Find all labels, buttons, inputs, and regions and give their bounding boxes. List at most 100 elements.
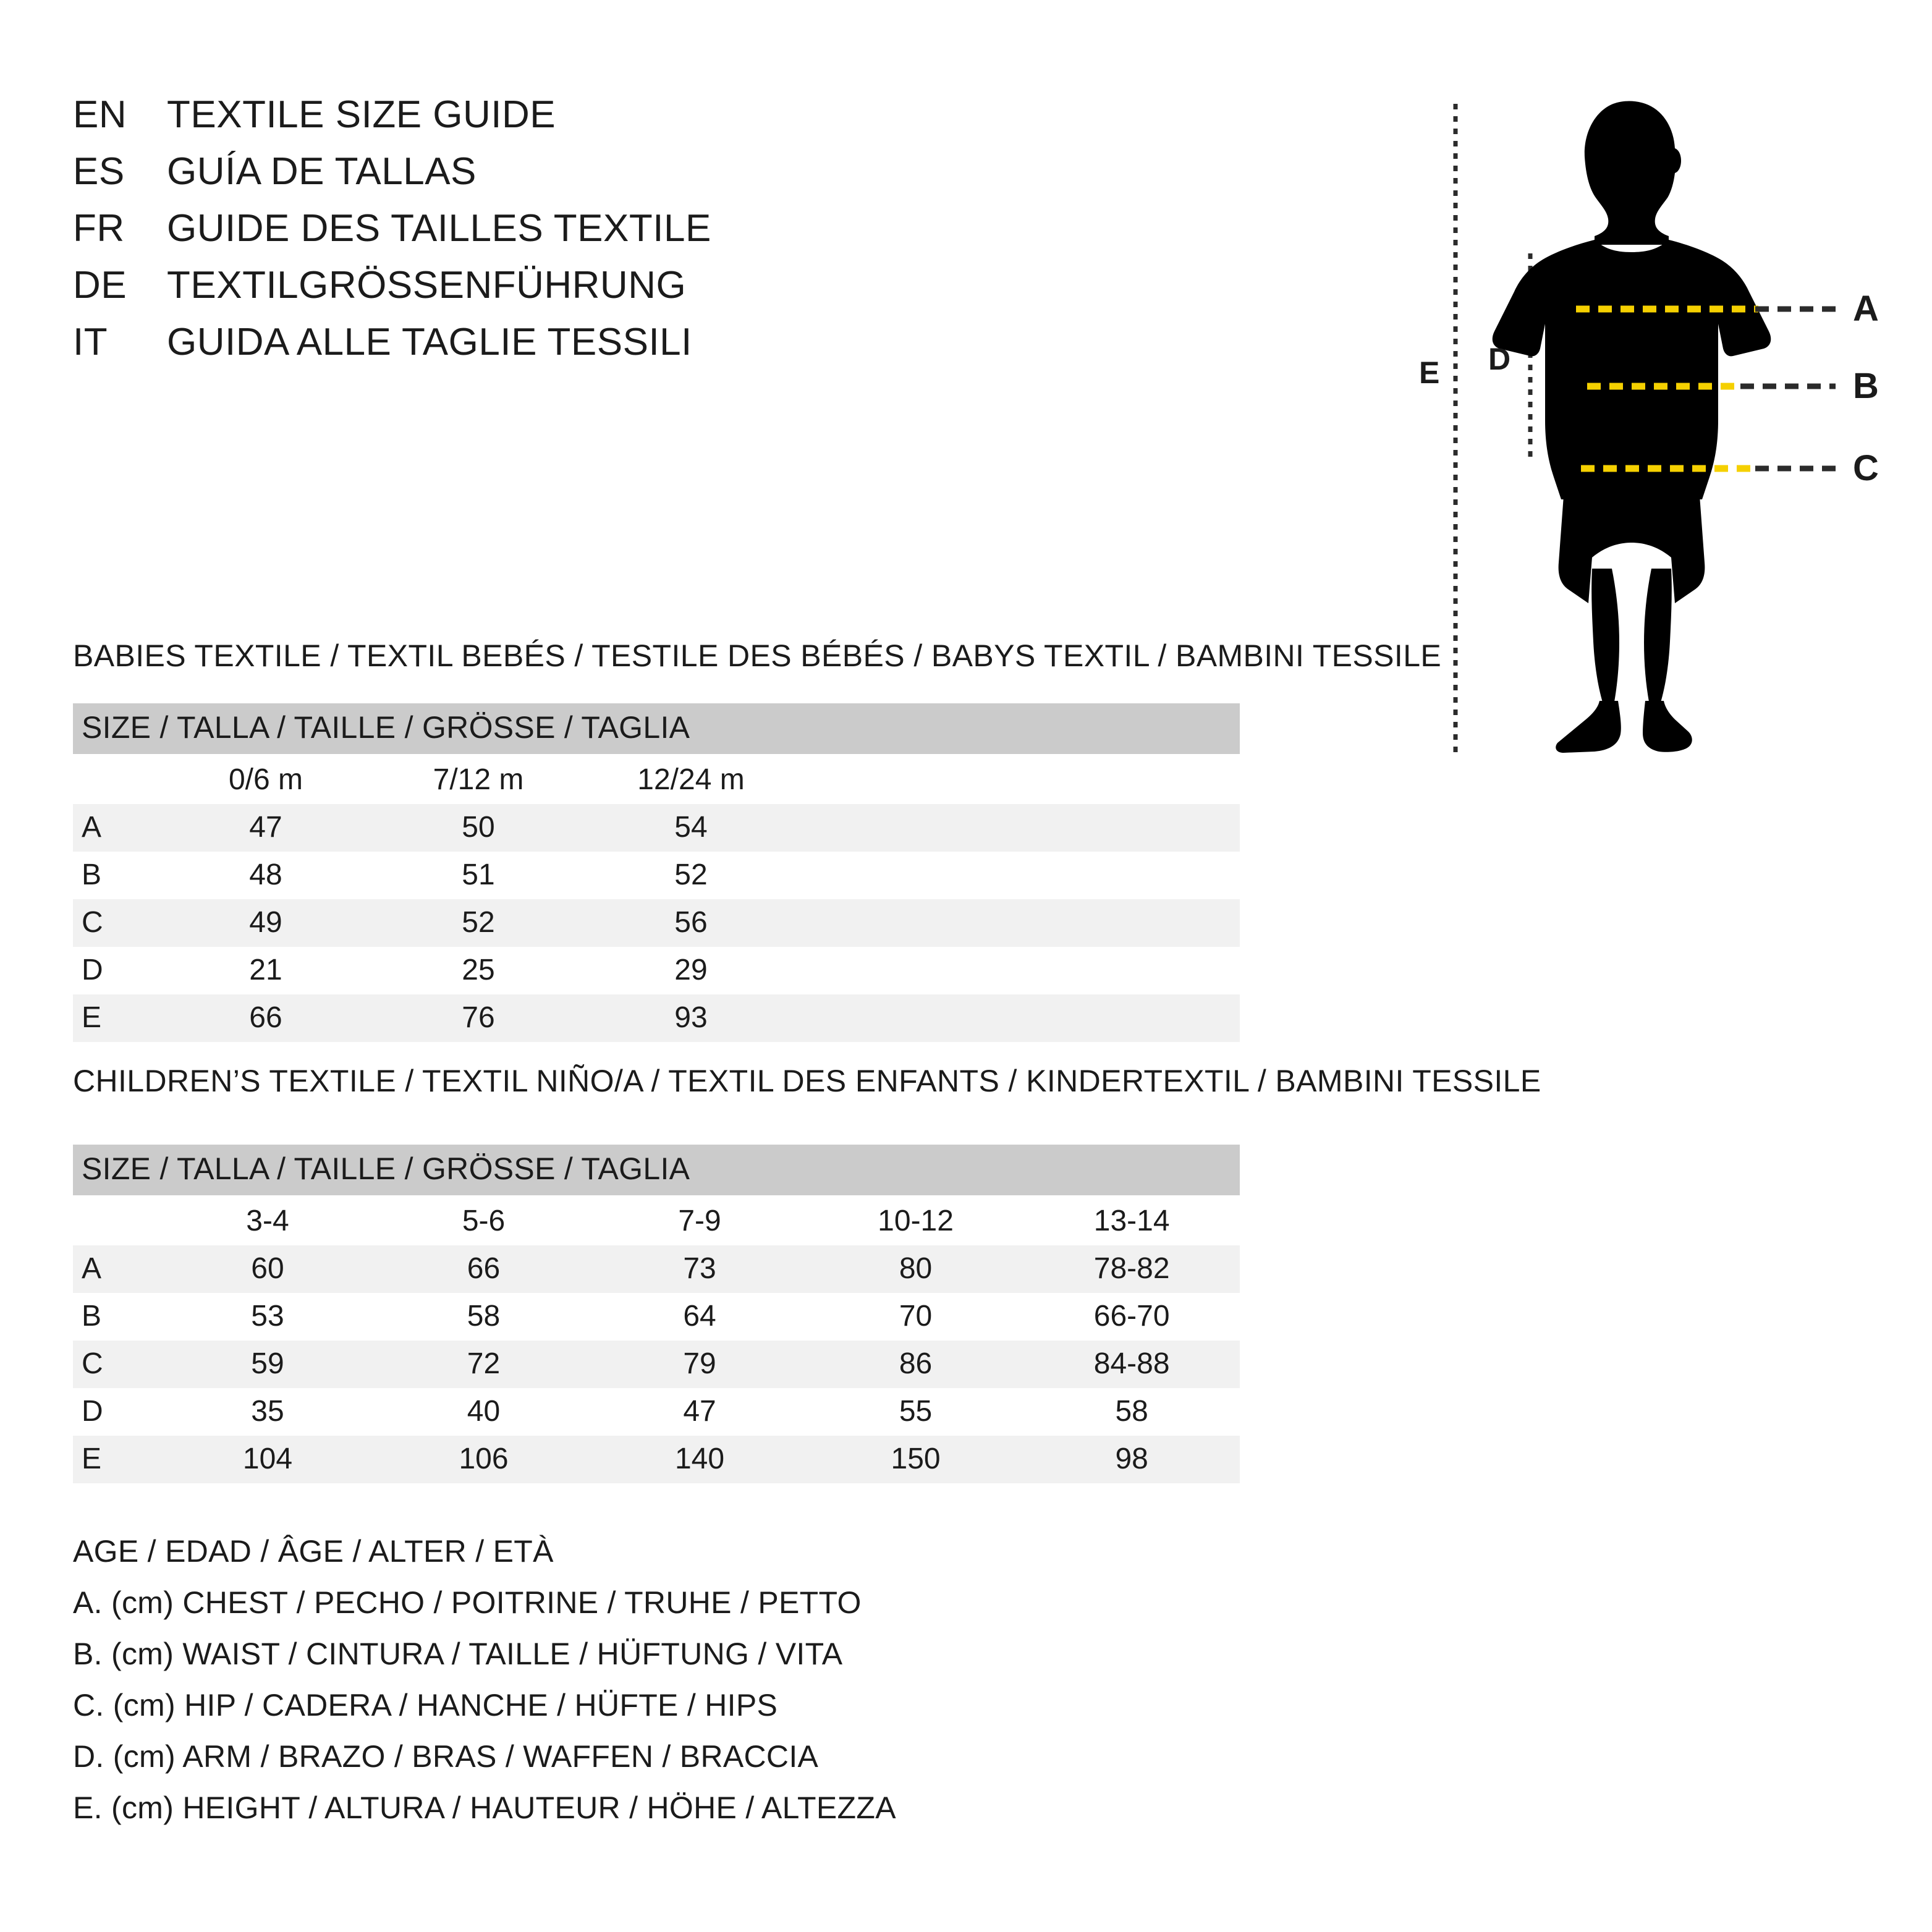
babies-row-label: D bbox=[73, 947, 159, 994]
babies-size-table: SIZE / TALLA / TAILLE / GRÖSSE / TAGLIA … bbox=[73, 703, 1240, 1042]
measurement-figure: A B C D E bbox=[1409, 74, 1904, 773]
babies-cell: 47 bbox=[159, 804, 372, 852]
figure-label-d: D bbox=[1488, 342, 1510, 376]
table-row: C 59 72 79 86 84-88 bbox=[73, 1341, 1240, 1388]
children-size-table: SIZE / TALLA / TAILLE / GRÖSSE / TAGLIA … bbox=[73, 1145, 1240, 1483]
children-cell: 104 bbox=[159, 1436, 376, 1483]
children-cell: 73 bbox=[591, 1245, 808, 1293]
children-row-label: E bbox=[73, 1436, 160, 1483]
babies-colhead-pad bbox=[797, 754, 1240, 804]
children-column-header: 3-4 bbox=[159, 1195, 376, 1245]
babies-band-header-text: SIZE / TALLA / TAILLE / GRÖSSE / TAGLIA bbox=[73, 703, 1240, 754]
table-row: B 53 58 64 70 66-70 bbox=[73, 1293, 1240, 1341]
children-cell: 80 bbox=[807, 1245, 1024, 1293]
children-cell: 47 bbox=[591, 1388, 808, 1436]
babies-cell: 29 bbox=[585, 947, 797, 994]
children-colhead-corner bbox=[73, 1195, 160, 1245]
children-section-title: CHILDREN’S TEXTILE / TEXTIL NIÑO/A / TEX… bbox=[73, 1064, 1541, 1098]
babies-cell: 66 bbox=[159, 994, 372, 1042]
children-column-header: 10-12 bbox=[807, 1195, 1024, 1245]
children-column-header: 13-14 bbox=[1023, 1195, 1240, 1245]
figure-label-a: A bbox=[1853, 289, 1879, 329]
language-title-de: TEXTILGRÖSSENFÜHRUNG bbox=[167, 264, 687, 307]
table-row: C 49 52 56 bbox=[73, 899, 1240, 947]
babies-cell: 52 bbox=[585, 852, 797, 899]
babies-cell-pad bbox=[797, 852, 1240, 899]
children-cell: 140 bbox=[591, 1436, 808, 1483]
children-cell: 53 bbox=[159, 1293, 376, 1341]
children-row-label: C bbox=[73, 1341, 160, 1388]
language-title-fr: GUIDE DES TAILLES TEXTILE bbox=[167, 207, 711, 250]
babies-cell: 25 bbox=[372, 947, 585, 994]
table-row: A 60 66 73 80 78-82 bbox=[73, 1245, 1240, 1293]
language-row-en: EN TEXTILE SIZE GUIDE bbox=[73, 93, 1340, 150]
language-row-fr: FR GUIDE DES TAILLES TEXTILE bbox=[73, 206, 1340, 263]
language-row-es: ES GUÍA DE TALLAS bbox=[73, 150, 1340, 206]
babies-row-label: B bbox=[73, 852, 159, 899]
babies-cell: 52 bbox=[372, 899, 585, 947]
legend-entry-e: E. (cm) HEIGHT / ALTURA / HAUTEUR / HÖHE… bbox=[73, 1790, 896, 1825]
children-cell: 64 bbox=[591, 1293, 808, 1341]
children-row-label: B bbox=[73, 1293, 160, 1341]
babies-table-band-header: SIZE / TALLA / TAILLE / GRÖSSE / TAGLIA bbox=[73, 703, 1240, 754]
babies-row-label: C bbox=[73, 899, 159, 947]
children-band-header-text: SIZE / TALLA / TAILLE / GRÖSSE / TAGLIA bbox=[73, 1145, 1240, 1195]
children-cell: 55 bbox=[807, 1388, 1024, 1436]
children-cell: 79 bbox=[591, 1341, 808, 1388]
children-cell: 58 bbox=[375, 1293, 592, 1341]
legend-entry-d: D. (cm) ARM / BRAZO / BRAS / WAFFEN / BR… bbox=[73, 1739, 819, 1774]
children-cell: 106 bbox=[375, 1436, 592, 1483]
children-cell: 60 bbox=[159, 1245, 376, 1293]
language-title-it: GUIDA ALLE TAGLIE TESSILI bbox=[167, 321, 692, 363]
children-row-label: A bbox=[73, 1245, 160, 1293]
babies-column-header: 12/24 m bbox=[585, 754, 797, 804]
babies-section-title: BABIES TEXTILE / TEXTIL BEBÉS / TESTILE … bbox=[73, 638, 1442, 673]
children-cell: 35 bbox=[159, 1388, 376, 1436]
babies-colhead-corner bbox=[73, 754, 159, 804]
babies-cell: 50 bbox=[372, 804, 585, 852]
babies-cell: 51 bbox=[372, 852, 585, 899]
babies-cell: 54 bbox=[585, 804, 797, 852]
language-code-de: DE bbox=[73, 264, 127, 307]
language-code-fr: FR bbox=[73, 207, 125, 250]
language-title-es: GUÍA DE TALLAS bbox=[167, 150, 477, 193]
babies-row-label: E bbox=[73, 994, 159, 1042]
language-title-en: TEXTILE SIZE GUIDE bbox=[167, 93, 556, 136]
children-cell: 70 bbox=[807, 1293, 1024, 1341]
babies-cell: 49 bbox=[159, 899, 372, 947]
measurement-legend: AGE / EDAD / ÂGE / ALTER / ETÀ A. (cm) C… bbox=[73, 1525, 1371, 1833]
children-column-header: 7-9 bbox=[591, 1195, 808, 1245]
legend-entry-b: B. (cm) WAIST / CINTURA / TAILLE / HÜFTU… bbox=[73, 1636, 843, 1671]
figure-label-b: B bbox=[1853, 366, 1879, 406]
language-code-es: ES bbox=[73, 150, 125, 193]
children-cell: 86 bbox=[807, 1341, 1024, 1388]
legend-heading: AGE / EDAD / ÂGE / ALTER / ETÀ bbox=[73, 1533, 554, 1569]
child-silhouette-icon bbox=[1492, 101, 1771, 753]
babies-cell: 56 bbox=[585, 899, 797, 947]
children-row-label: D bbox=[73, 1388, 160, 1436]
language-row-it: IT GUIDA ALLE TAGLIE TESSILI bbox=[73, 320, 1340, 377]
language-code-en: EN bbox=[73, 93, 127, 136]
table-row: E 66 76 93 bbox=[73, 994, 1240, 1042]
babies-cell-pad bbox=[797, 994, 1240, 1042]
babies-cell: 76 bbox=[372, 994, 585, 1042]
legend-entry-a: A. (cm) CHEST / PECHO / POITRINE / TRUHE… bbox=[73, 1585, 862, 1620]
children-cell: 98 bbox=[1023, 1436, 1240, 1483]
babies-cell-pad bbox=[797, 899, 1240, 947]
figure-label-c: C bbox=[1853, 448, 1879, 488]
children-cell: 78-82 bbox=[1023, 1245, 1240, 1293]
children-column-header: 5-6 bbox=[375, 1195, 592, 1245]
children-table-band-header: SIZE / TALLA / TAILLE / GRÖSSE / TAGLIA bbox=[73, 1145, 1240, 1195]
children-cell: 72 bbox=[375, 1341, 592, 1388]
babies-column-header-row: 0/6 m 7/12 m 12/24 m bbox=[73, 754, 1240, 804]
babies-row-label: A bbox=[73, 804, 159, 852]
children-cell: 59 bbox=[159, 1341, 376, 1388]
table-row: E 104 106 140 150 98 bbox=[73, 1436, 1240, 1483]
children-cell: 66-70 bbox=[1023, 1293, 1240, 1341]
table-row: B 48 51 52 bbox=[73, 852, 1240, 899]
language-code-it: IT bbox=[73, 321, 108, 363]
babies-cell-pad bbox=[797, 947, 1240, 994]
table-row: D 21 25 29 bbox=[73, 947, 1240, 994]
language-row-de: DE TEXTILGRÖSSENFÜHRUNG bbox=[73, 263, 1340, 320]
children-cell: 58 bbox=[1023, 1388, 1240, 1436]
